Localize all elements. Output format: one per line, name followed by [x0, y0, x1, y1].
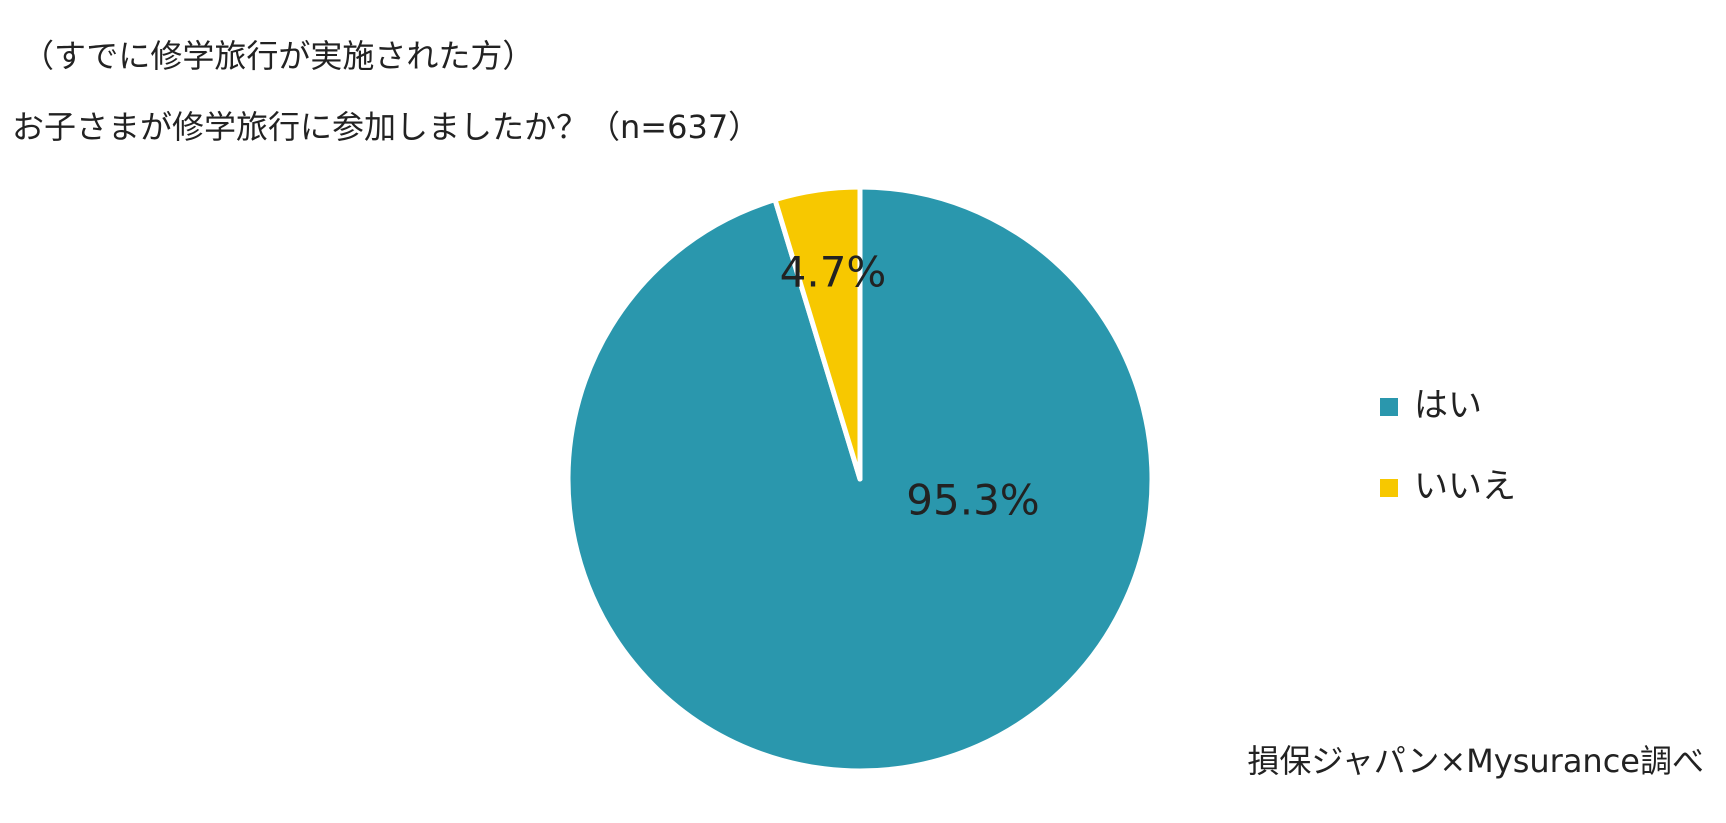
data-label: 4.7%: [780, 248, 887, 297]
legend-label: はい: [1414, 386, 1482, 426]
legend-swatch: [1380, 398, 1398, 416]
source-note: 損保ジャパン×Mysurance調べ: [1247, 742, 1704, 780]
pie-slice: [772, 184, 863, 482]
legend-label: いいえ: [1414, 467, 1516, 507]
chart-subtitle: （すでに修学旅行が実施された方）: [22, 37, 534, 75]
data-label: 95.3%: [906, 476, 1039, 525]
chart-title: お子さまが修学旅行に参加しましたか？（n=637）: [12, 108, 760, 146]
legend-swatch: [1380, 479, 1398, 497]
pie-slice: [565, 184, 1155, 774]
